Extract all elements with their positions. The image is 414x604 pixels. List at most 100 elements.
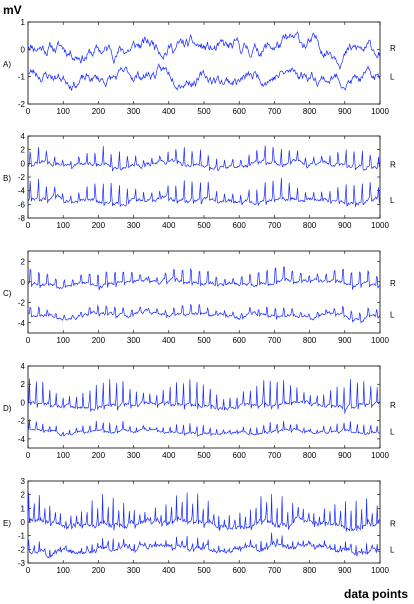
panel-0: A) 0 100 200 300 400 500 600 700 800 900 1000 -2 -1 0 1…: [3, 18, 396, 116]
x-tick-label: 400: [162, 336, 176, 345]
x-tick-label: 300: [127, 221, 141, 230]
y-tick-label: 1: [21, 504, 26, 513]
y-tick-label: -1: [18, 73, 26, 82]
x-tick-label: 300: [127, 566, 141, 575]
panel-label: C): [3, 289, 12, 298]
y-tick-label: 4: [21, 362, 26, 371]
panel-label: A): [3, 60, 11, 69]
panel-2: C) 0 100 200 300 400 500 600 700 800 900 1000 -4 -2 0 2…: [3, 250, 396, 345]
x-tick-label: 100: [57, 221, 71, 230]
y-tick-label: 0: [21, 159, 26, 168]
x-tick-label: 700: [268, 221, 282, 230]
x-tick-label: 500: [197, 566, 211, 575]
x-tick-label: 900: [338, 107, 352, 116]
x-axis-label: data points: [344, 587, 408, 601]
x-tick-label: 100: [57, 107, 71, 116]
y-tick-label: -2: [18, 545, 26, 554]
series-label: L: [390, 545, 395, 554]
y-tick-label: -4: [18, 187, 26, 196]
y-tick-label: 0: [21, 45, 26, 54]
x-tick-label: 200: [92, 451, 106, 460]
x-tick-label: 400: [162, 221, 176, 230]
y-tick-label: 2: [21, 146, 26, 155]
y-tick-label: 2: [21, 257, 26, 266]
y-tick-label: 0: [21, 518, 26, 527]
y-tick-label: -1: [18, 532, 26, 541]
series-label: R: [390, 44, 396, 53]
x-tick-label: 800: [303, 221, 317, 230]
x-tick-label: 100: [57, 566, 71, 575]
y-tick-label: -8: [18, 214, 26, 223]
x-tick-label: 100: [57, 451, 71, 460]
x-tick-label: 800: [303, 336, 317, 345]
series-line-R: [27, 266, 381, 291]
x-tick-label: 900: [338, 221, 352, 230]
axes-frame: [27, 250, 381, 334]
x-tick-label: 1000: [371, 336, 389, 345]
x-tick-label: 200: [92, 566, 106, 575]
series-label: L: [390, 73, 395, 82]
y-tick-label: 2: [21, 380, 26, 389]
x-tick-label: 100: [57, 336, 71, 345]
x-tick-label: 0: [26, 221, 31, 230]
series-line-R: [27, 30, 381, 71]
y-tick-label: 3: [21, 477, 26, 486]
series-line-L: [27, 177, 381, 208]
x-tick-label: 0: [26, 336, 31, 345]
series-line-R: [27, 378, 381, 414]
y-unit-label: mV: [3, 3, 22, 17]
y-tick-label: 2: [21, 491, 26, 500]
panel-label: E): [3, 519, 11, 528]
x-tick-label: 0: [26, 107, 31, 116]
series-label: R: [390, 161, 396, 170]
y-tick-label: -4: [18, 319, 26, 328]
x-tick-label: 700: [268, 566, 282, 575]
x-tick-label: 0: [26, 451, 31, 460]
x-tick-label: 600: [233, 336, 247, 345]
y-tick-label: 0: [21, 278, 26, 287]
x-tick-label: 800: [303, 107, 317, 116]
x-tick-label: 600: [233, 566, 247, 575]
y-tick-label: -4: [18, 435, 26, 444]
x-tick-label: 200: [92, 107, 106, 116]
series-label: L: [390, 196, 395, 205]
x-tick-label: 600: [233, 107, 247, 116]
x-tick-label: 600: [233, 221, 247, 230]
x-tick-label: 300: [127, 336, 141, 345]
x-tick-label: 1000: [371, 451, 389, 460]
series-label: L: [390, 428, 395, 437]
x-tick-label: 900: [338, 566, 352, 575]
y-tick-label: -2: [18, 173, 26, 182]
x-tick-label: 400: [162, 451, 176, 460]
series-line-L: [27, 62, 381, 91]
series-label: R: [390, 401, 396, 410]
x-tick-label: 1000: [371, 221, 389, 230]
x-tick-label: 200: [92, 336, 106, 345]
x-tick-label: 500: [197, 221, 211, 230]
x-tick-label: 900: [338, 451, 352, 460]
x-tick-label: 200: [92, 221, 106, 230]
series-label: R: [390, 279, 396, 288]
y-tick-label: -2: [18, 298, 26, 307]
panel-label: D): [3, 404, 12, 413]
x-tick-label: 400: [162, 107, 176, 116]
x-tick-label: 900: [338, 336, 352, 345]
x-tick-label: 700: [268, 336, 282, 345]
y-tick-label: 1: [21, 18, 26, 27]
x-tick-label: 400: [162, 566, 176, 575]
x-tick-label: 700: [268, 107, 282, 116]
x-tick-label: 1000: [371, 107, 389, 116]
series-line-R: [27, 145, 381, 172]
series-line-L: [27, 532, 381, 559]
series-label: L: [390, 311, 395, 320]
x-tick-label: 300: [127, 107, 141, 116]
x-tick-label: 600: [233, 451, 247, 460]
x-tick-label: 800: [303, 566, 317, 575]
panel-3: D) 0 100 200 300 400 500 600 700 800 900 1000 -4 -2 0 2…: [3, 362, 396, 460]
x-tick-label: 500: [197, 451, 211, 460]
x-tick-label: 1000: [371, 566, 389, 575]
y-tick-label: -2: [18, 417, 26, 426]
y-tick-label: 0: [21, 398, 26, 407]
series-line-R: [27, 492, 381, 532]
